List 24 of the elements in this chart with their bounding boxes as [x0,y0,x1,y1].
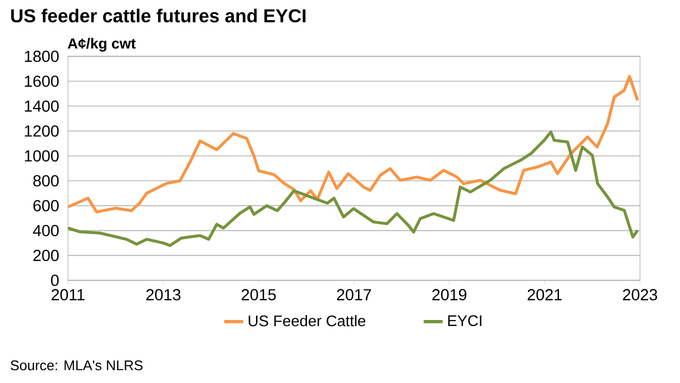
legend-label: EYCI [448,315,482,326]
line-series [68,130,640,247]
x-tick-label: 2023 [623,289,658,300]
y-tick-label: 1600 [24,76,59,87]
x-tick-label: 2021 [528,289,562,300]
y-tick-label: 1200 [24,125,59,137]
y-tick-label: 200 [33,250,59,262]
y-tick-label: 1400 [24,100,59,112]
legend-label: US Feeder Cattle [248,315,366,326]
y-axis-title: A¢/kg cwt [68,38,136,52]
chart-title: US feeder cattle futures and EYCI [11,8,306,22]
x-tick-label: 2015 [242,289,276,300]
y-tick-label: 1800 [24,50,59,62]
x-tick-label: 2013 [146,289,180,300]
y-tick-label: 0 [51,274,59,286]
y-tick-label: 1000 [24,150,59,162]
x-tick-label: 2011 [52,289,84,300]
line-series [68,74,640,214]
x-tick-label: 2019 [432,289,466,300]
x-tick-label: 2017 [337,289,371,300]
source-note: Source: MLA's NLRS [10,360,143,370]
y-tick-label: 800 [33,175,59,186]
y-tick-label: 400 [32,224,59,236]
y-tick-label: 600 [33,200,59,212]
